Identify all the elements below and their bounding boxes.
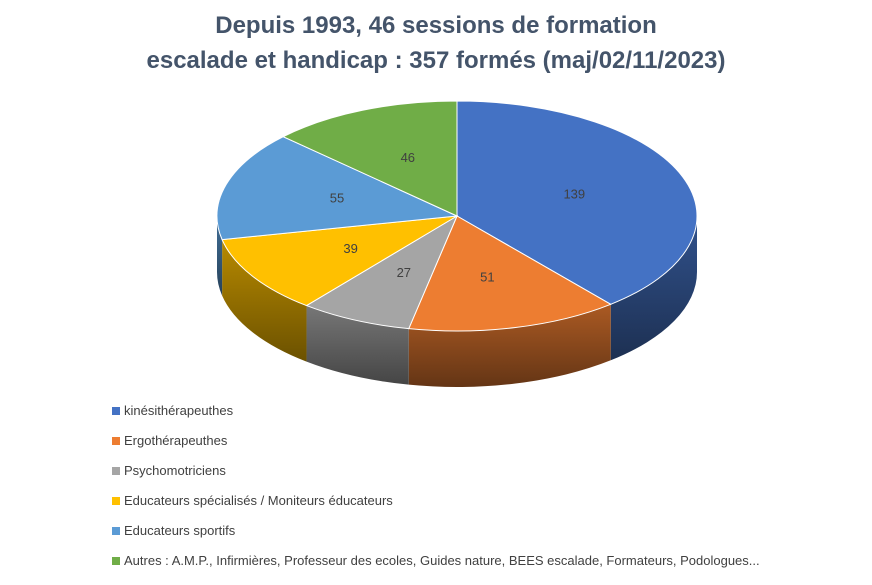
legend-label-educ-specialises: Educateurs spécialisés / Moniteurs éduca… (124, 493, 393, 508)
pie-side-psychomot (306, 305, 409, 385)
legend-item-ergo: Ergothérapeuthes (112, 433, 227, 448)
legend-item-educ-specialises: Educateurs spécialisés / Moniteurs éduca… (112, 493, 393, 508)
data-label-kine: 139 (563, 187, 585, 202)
data-label-psychomot: 27 (397, 265, 411, 280)
legend-swatch-psychomot (112, 466, 120, 475)
legend-item-psychomot: Psychomotriciens (112, 463, 226, 478)
legend-item-autres: Autres : A.M.P., Infirmières, Professeur… (112, 553, 760, 568)
pie-slice-psychomot (305, 214, 459, 330)
legend-swatch-kine (112, 406, 120, 415)
data-label-educ-sportifs: 55 (330, 191, 344, 206)
legend-label-kine: kinésithérapeuthes (124, 403, 234, 418)
legend-item-kine: kinésithérapeuthes (112, 403, 233, 418)
data-label-ergo: 51 (480, 269, 494, 284)
chart-title: Depuis 1993, 46 sessions de formation es… (0, 8, 872, 78)
pie-slice-ergo (408, 215, 612, 332)
legend-swatch-educ-specialises (112, 496, 120, 505)
legend-swatch-autres (112, 556, 120, 565)
legend-item-educ-sportifs: Educateurs sportifs (112, 523, 235, 538)
pie-chart: 139 51 27 39 55 46 (216, 100, 698, 387)
pie-side-ergo (408, 304, 611, 387)
pie-slice-kine (456, 100, 698, 305)
pie-side-kine (610, 216, 697, 361)
pie-slice-educ-sportifs (216, 136, 459, 241)
legend-label-autres: Autres : A.M.P., Infirmières, Professeur… (124, 553, 760, 568)
pie-slice-educ-specialises (221, 215, 458, 307)
legend-swatch-ergo (112, 436, 120, 445)
data-label-autres: 46 (401, 150, 415, 165)
legend-label-educ-sportifs: Educateurs sportifs (124, 523, 236, 538)
chart-title-line1: Depuis 1993, 46 sessions de formation (215, 12, 657, 39)
pie-slice-autres (282, 100, 458, 217)
data-label-educ-specialises: 39 (343, 241, 357, 256)
legend-label-psychomot: Psychomotriciens (124, 463, 226, 478)
legend-swatch-educ-sportifs (112, 526, 120, 535)
legend-label-ergo: Ergothérapeuthes (124, 433, 228, 448)
pie-side-educ-sportifs (217, 216, 223, 296)
pie-side-educ-specialises (222, 239, 307, 362)
chart-title-line2: escalade et handicap : 357 formés (maj/0… (146, 47, 726, 74)
